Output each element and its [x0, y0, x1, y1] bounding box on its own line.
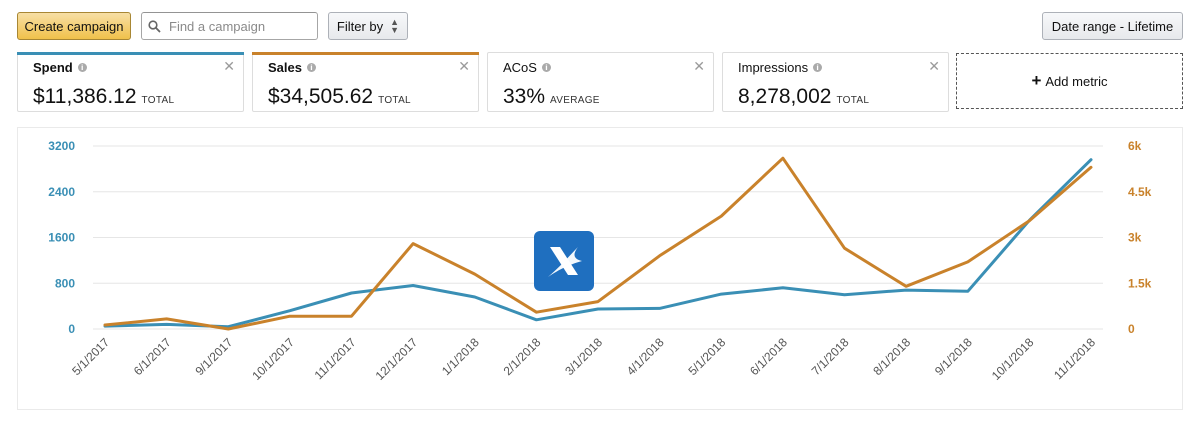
date-range-label: Date range - Lifetime: [1051, 18, 1174, 34]
app-logo: [534, 231, 594, 291]
create-campaign-label: Create campaign: [24, 18, 124, 34]
left-tick-label: 1600: [48, 231, 75, 245]
metric-label: Sales: [268, 60, 302, 75]
metric-label-wrap: Impressions i: [738, 60, 823, 75]
left-tick-label: 2400: [48, 185, 75, 199]
metric-suffix: TOTAL: [378, 95, 411, 106]
x-tick-label: 1/1/2018: [439, 335, 482, 378]
x-tick-label: 6/1/2017: [131, 335, 174, 378]
metric-card-impressions[interactable]: Impressions i ✕ 8,278,002 TOTAL: [722, 52, 949, 112]
metric-label-wrap: Sales i: [268, 60, 316, 75]
metric-value: 33%: [503, 85, 546, 108]
metric-suffix: TOTAL: [141, 95, 175, 106]
right-tick-label: 6k: [1128, 139, 1142, 153]
search-icon: [148, 19, 161, 33]
metric-label-wrap: Spend i: [33, 60, 87, 75]
left-tick-label: 3200: [48, 139, 75, 153]
filter-by-label: Filter by: [336, 18, 384, 34]
x-tick-label: 9/1/2018: [932, 335, 975, 378]
right-tick-label: 4.5k: [1128, 185, 1152, 199]
right-tick-label: 3k: [1128, 231, 1142, 245]
add-metric-label: Add metric: [1045, 73, 1108, 89]
close-icon[interactable]: ✕: [458, 58, 470, 74]
right-tick-label: 1.5k: [1128, 276, 1152, 290]
metric-suffix: AVERAGE: [550, 95, 600, 106]
x-tick-label: 6/1/2018: [747, 335, 790, 378]
x-tick-label: 11/1/2017: [312, 335, 359, 382]
metric-card-spend[interactable]: Spend i ✕ $11,386.12 TOTAL: [17, 52, 244, 112]
filter-by-button[interactable]: Filter by ▲ ▼: [328, 12, 408, 40]
metric-value-wrap: $34,505.62 TOTAL: [268, 85, 411, 109]
metric-suffix: TOTAL: [836, 95, 870, 106]
campaign-search[interactable]: [141, 12, 318, 40]
x-tick-label: 10/1/2017: [249, 335, 297, 383]
date-range-button[interactable]: Date range - Lifetime: [1042, 12, 1183, 40]
info-icon[interactable]: i: [813, 63, 823, 72]
x-tick-label: 5/1/2018: [685, 335, 728, 378]
x-tick-label: 4/1/2018: [624, 335, 667, 378]
info-icon[interactable]: i: [541, 63, 551, 72]
left-tick-label: 800: [55, 276, 75, 290]
metric-card-sales[interactable]: Sales i ✕ $34,505.62 TOTAL: [252, 52, 479, 112]
close-icon[interactable]: ✕: [223, 58, 235, 74]
plus-icon: +: [1031, 71, 1042, 90]
x-tick-label: 9/1/2017: [192, 335, 235, 378]
close-icon[interactable]: ✕: [693, 58, 705, 74]
campaign-search-input[interactable]: [167, 17, 311, 35]
metric-color-bar: [252, 52, 479, 55]
close-icon[interactable]: ✕: [928, 58, 940, 74]
toolbar: Create campaign Filter by ▲▼ Date range …: [0, 0, 1200, 50]
add-metric-button[interactable]: + Add metric: [956, 53, 1183, 109]
x-tick-label: 2/1/2018: [501, 335, 544, 378]
x-tick-label: 12/1/2017: [373, 335, 421, 383]
sort-updown-icon: ▲ ▼: [390, 17, 400, 35]
x-tick-label: 7/1/2018: [809, 335, 852, 378]
x-tick-label: 3/1/2018: [562, 335, 605, 378]
metric-value: $34,505.62: [268, 85, 374, 108]
metric-value: 8,278,002: [738, 85, 832, 108]
create-campaign-button[interactable]: Create campaign: [17, 12, 131, 40]
metric-color-bar: [17, 52, 244, 55]
x-tick-label: 8/1/2018: [870, 335, 913, 378]
x-tick-label: 11/1/2018: [1051, 335, 1098, 382]
chart-panel: 3200 6k 2400 4.5k 1600 3k 800 1.5k 0 0 5/1/2017 6/1…: [17, 127, 1183, 410]
metric-value: $11,386.12: [33, 85, 137, 108]
info-icon[interactable]: i: [77, 63, 87, 72]
metric-label-wrap: ACoS i: [503, 60, 551, 75]
metric-value-wrap: 33% AVERAGE: [503, 85, 600, 109]
left-tick-label: 0: [68, 322, 75, 336]
x-tick-label: 5/1/2017: [69, 335, 112, 378]
metric-value-wrap: 8,278,002 TOTAL: [738, 85, 869, 109]
metric-label: ACoS: [503, 60, 537, 75]
series-line-sales: [103, 156, 1093, 331]
x-tick-label: 10/1/2018: [989, 335, 1037, 383]
right-tick-label: 0: [1128, 322, 1135, 336]
series-line-spend: [103, 158, 1093, 329]
metric-label: Impressions: [738, 60, 809, 75]
info-icon[interactable]: i: [306, 63, 316, 72]
x-logo-icon: [548, 247, 582, 277]
metric-value-wrap: $11,386.12 TOTAL: [33, 85, 174, 109]
metric-label: Spend: [33, 60, 73, 75]
metric-card-acos[interactable]: ACoS i ✕ 33% AVERAGE: [487, 52, 714, 112]
